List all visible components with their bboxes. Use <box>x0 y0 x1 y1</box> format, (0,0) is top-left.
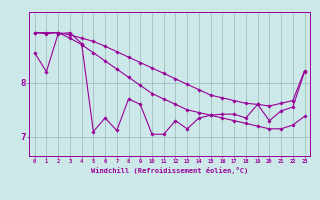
X-axis label: Windchill (Refroidissement éolien,°C): Windchill (Refroidissement éolien,°C) <box>91 167 248 174</box>
